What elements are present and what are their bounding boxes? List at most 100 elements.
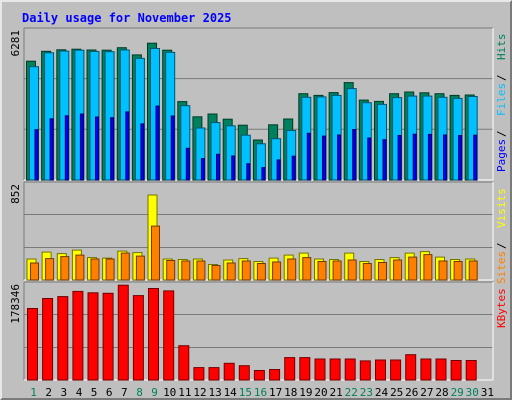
bar-pages-day-19 — [306, 132, 311, 181]
bar-sites-day-19 — [302, 257, 312, 281]
x-tick-label-15: 15 — [239, 386, 252, 399]
bar-files-day-8 — [134, 57, 145, 181]
bar-kbytes-day-30 — [465, 360, 477, 381]
x-tick-label-27: 27 — [420, 386, 433, 399]
x-tick-label-28: 28 — [435, 386, 448, 399]
bar-sites-day-2 — [45, 258, 55, 281]
bar-kbytes-day-15 — [238, 365, 250, 381]
bar-pages-day-1 — [34, 129, 39, 181]
bar-pages-day-18 — [291, 155, 296, 181]
bar-sites-day-10 — [166, 260, 176, 281]
bar-sites-day-21 — [332, 260, 342, 281]
bar-sites-day-6 — [105, 258, 115, 281]
x-tick-label-16: 16 — [254, 386, 267, 399]
x-tick-label-25: 25 — [390, 386, 403, 399]
bar-pages-day-4 — [79, 113, 84, 181]
x-tick-label-30: 30 — [466, 386, 479, 399]
x-tick-label-26: 26 — [405, 386, 418, 399]
bar-sites-day-28 — [438, 260, 448, 281]
bar-sites-day-25 — [393, 259, 403, 281]
bar-pages-day-16 — [261, 167, 266, 181]
bar-kbytes-day-29 — [450, 360, 462, 381]
bar-sites-day-4 — [75, 254, 85, 281]
bar-kbytes-day-28 — [435, 358, 447, 381]
x-tick-label-21: 21 — [329, 386, 342, 399]
bar-kbytes-day-23 — [359, 360, 371, 381]
bar-sites-day-9 — [151, 225, 160, 281]
bar-pages-day-11 — [185, 147, 190, 181]
bar-kbytes-day-11 — [178, 345, 190, 381]
x-tick-label-2: 2 — [45, 386, 52, 399]
bar-kbytes-day-21 — [329, 358, 341, 381]
bar-files-day-16 — [255, 143, 266, 181]
bar-files-day-13 — [210, 122, 221, 181]
x-tick-label-9: 9 — [151, 386, 158, 399]
bar-sites-day-26 — [408, 256, 418, 281]
bar-pages-day-28 — [443, 134, 447, 181]
bar-files-day-12 — [195, 127, 206, 181]
bar-sites-day-14 — [226, 262, 236, 281]
legend-label-kbytes: KBytes — [495, 288, 508, 328]
x-tick-label-22: 22 — [345, 386, 358, 399]
bar-kbytes-day-5 — [87, 292, 99, 381]
bar-sites-day-22 — [347, 259, 357, 281]
bar-pages-day-30 — [473, 134, 478, 181]
x-tick-label-23: 23 — [360, 386, 373, 399]
bar-sites-day-17 — [272, 261, 282, 281]
bar-pages-day-21 — [337, 134, 342, 181]
bar-kbytes-day-6 — [102, 292, 114, 381]
legend-separator: / — [495, 74, 508, 81]
legend-label-hits: Hits — [495, 34, 508, 61]
bar-kbytes-day-12 — [193, 367, 205, 381]
bar-pages-day-24 — [382, 139, 387, 181]
x-tick-label-14: 14 — [224, 386, 238, 399]
x-tick-label-31: 31 — [481, 386, 494, 399]
bar-kbytes-day-19 — [299, 357, 311, 381]
bar-pages-day-15 — [246, 163, 251, 181]
bar-pages-day-6 — [110, 117, 115, 181]
x-tick-label-19: 19 — [299, 386, 312, 399]
bar-files-day-14 — [225, 125, 236, 181]
bar-kbytes-day-20 — [314, 358, 326, 381]
bar-pages-day-9 — [155, 105, 160, 181]
bar-kbytes-day-17 — [269, 369, 281, 381]
bar-pages-day-27 — [427, 133, 432, 181]
bar-sites-day-1 — [30, 262, 39, 281]
bar-kbytes-day-13 — [208, 367, 220, 381]
bar-pages-day-12 — [200, 158, 205, 181]
bar-kbytes-day-16 — [253, 370, 265, 381]
chart-title: Daily usage for November 2025 — [22, 11, 232, 25]
bar-files-day-5 — [89, 51, 100, 181]
bar-files-day-15 — [240, 134, 251, 181]
bar-kbytes-day-27 — [420, 358, 432, 381]
x-tick-label-20: 20 — [314, 386, 327, 399]
panel-bottom-max-label: 178346 — [9, 284, 22, 324]
x-tick-label-12: 12 — [193, 386, 206, 399]
bar-sites-day-12 — [196, 260, 206, 281]
bar-pages-day-22 — [352, 129, 357, 181]
bar-sites-day-5 — [90, 258, 100, 281]
legend-separator: / — [495, 242, 508, 249]
bar-sites-day-16 — [256, 263, 266, 281]
bar-files-day-6 — [104, 51, 115, 181]
bar-sites-day-29 — [453, 261, 463, 281]
x-tick-label-13: 13 — [208, 386, 221, 399]
bar-kbytes-day-10 — [163, 290, 175, 381]
x-tick-label-10: 10 — [163, 386, 176, 399]
bar-sites-day-27 — [423, 254, 433, 281]
bar-files-day-11 — [180, 105, 191, 181]
bar-pages-day-29 — [458, 135, 463, 181]
bar-pages-day-23 — [367, 137, 372, 181]
bar-pages-day-20 — [322, 135, 326, 181]
legend-label-files: Files — [495, 83, 508, 116]
x-tick-label-5: 5 — [91, 386, 98, 399]
bar-sites-day-8 — [135, 255, 145, 281]
bar-files-day-18 — [286, 130, 297, 181]
bar-sites-day-24 — [378, 262, 387, 281]
x-tick-label-4: 4 — [76, 386, 83, 399]
x-tick-label-8: 8 — [136, 386, 143, 399]
bar-pages-day-2 — [49, 118, 54, 181]
bar-kbytes-day-7 — [117, 284, 129, 381]
